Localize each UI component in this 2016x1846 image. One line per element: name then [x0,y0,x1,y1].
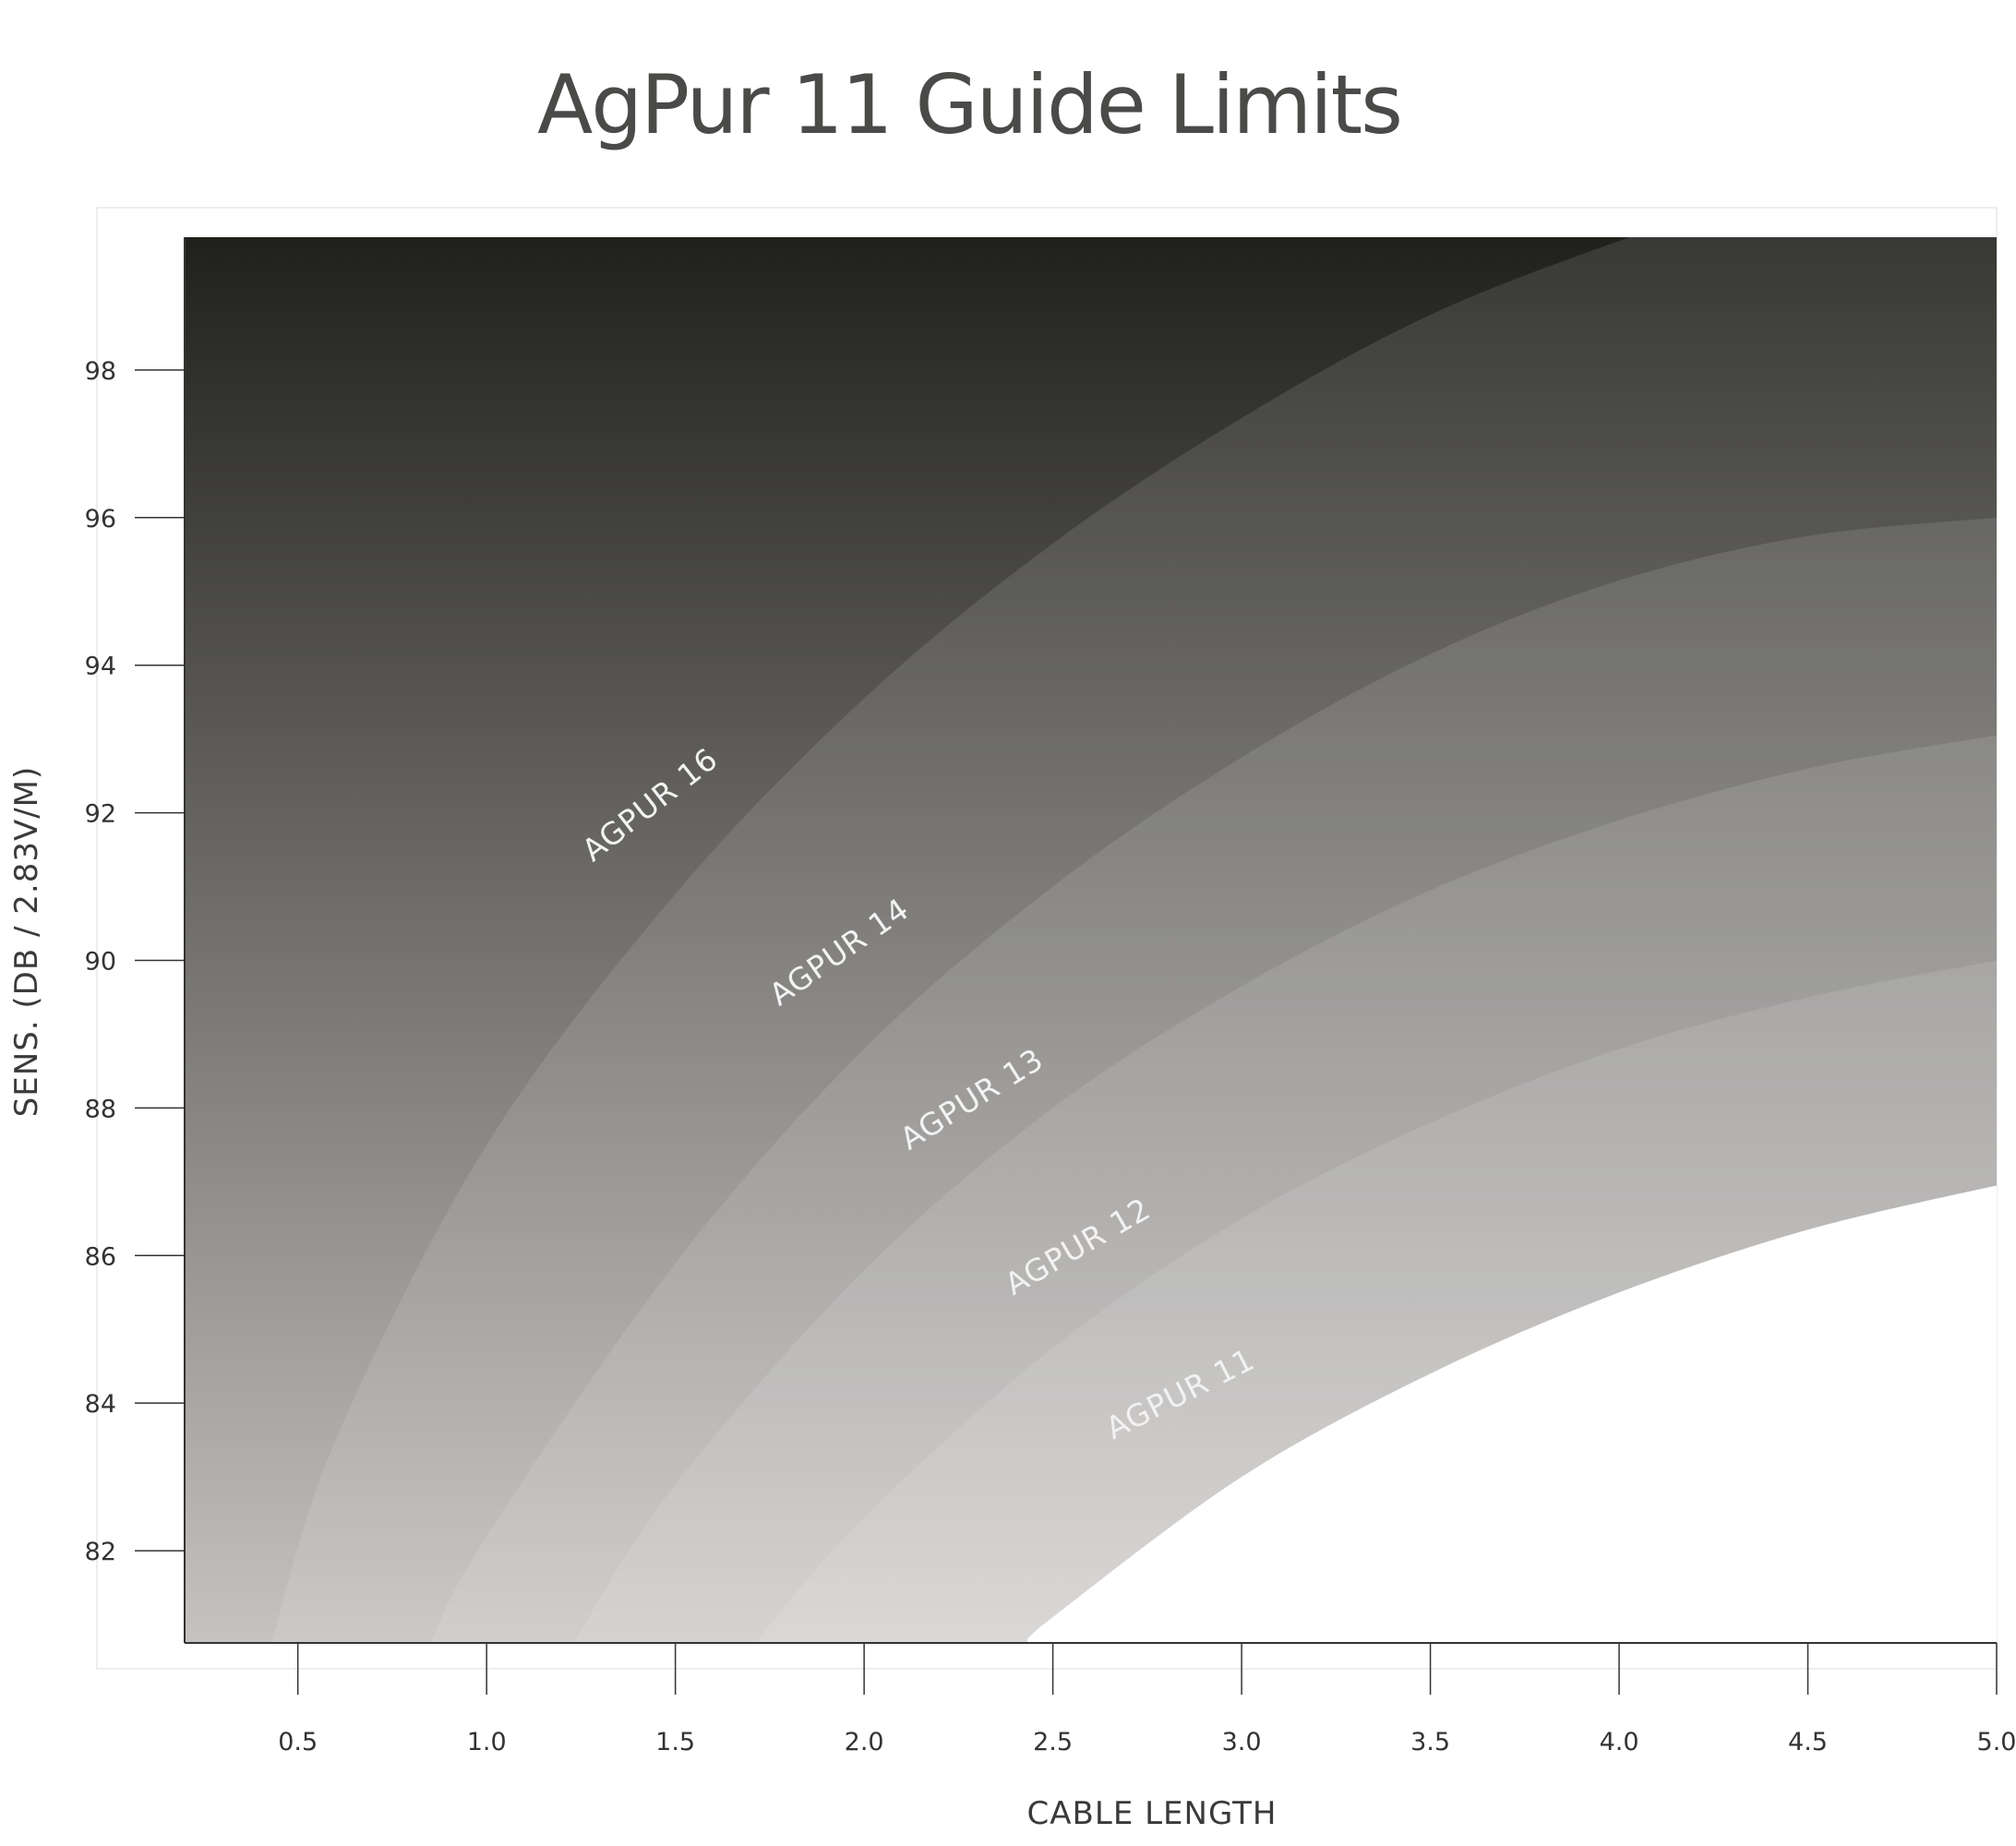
x-tick-label: 3.0 [1222,1728,1262,1756]
x-tick-label: 5.0 [1977,1728,2016,1756]
y-tick-label: 90 [85,947,116,976]
y-axis-title: SENS. (DB / 2.83V/M) [8,766,45,1118]
y-tick-label: 96 [85,505,116,533]
band-agpur-16 [271,237,1997,1643]
y-tick-label: 84 [85,1390,116,1419]
x-tick-label: 2.0 [845,1728,884,1756]
x-tick-label: 3.5 [1410,1728,1450,1756]
x-tick-label: 4.0 [1600,1728,1639,1756]
y-tick-label: 92 [85,800,116,829]
band-agpur-11 [1026,1185,1997,1643]
x-tick-label: 2.5 [1033,1728,1073,1756]
y-tick-label: 98 [85,357,116,386]
axis-layer: 82 84 86 88 90 92 94 96 98 0.5 1.0 1.5 2.0 2.5 3.0 3.5 4… [85,237,2016,1756]
chart-title: AgPur 11 Guide Limits [537,57,1403,152]
x-tick-label: 0.5 [278,1728,318,1756]
x-axis-title: CABLE LENGTH [1027,1795,1278,1832]
x-tick-label: 4.5 [1788,1728,1828,1756]
y-tick-label: 86 [85,1242,116,1271]
y-tick-label: 94 [85,653,116,681]
y-tick-label: 88 [85,1095,116,1123]
x-tick-label: 1.0 [467,1728,507,1756]
y-tick-label: 82 [85,1538,116,1566]
band-layer [185,237,1997,1643]
x-tick-label: 1.5 [655,1728,695,1756]
